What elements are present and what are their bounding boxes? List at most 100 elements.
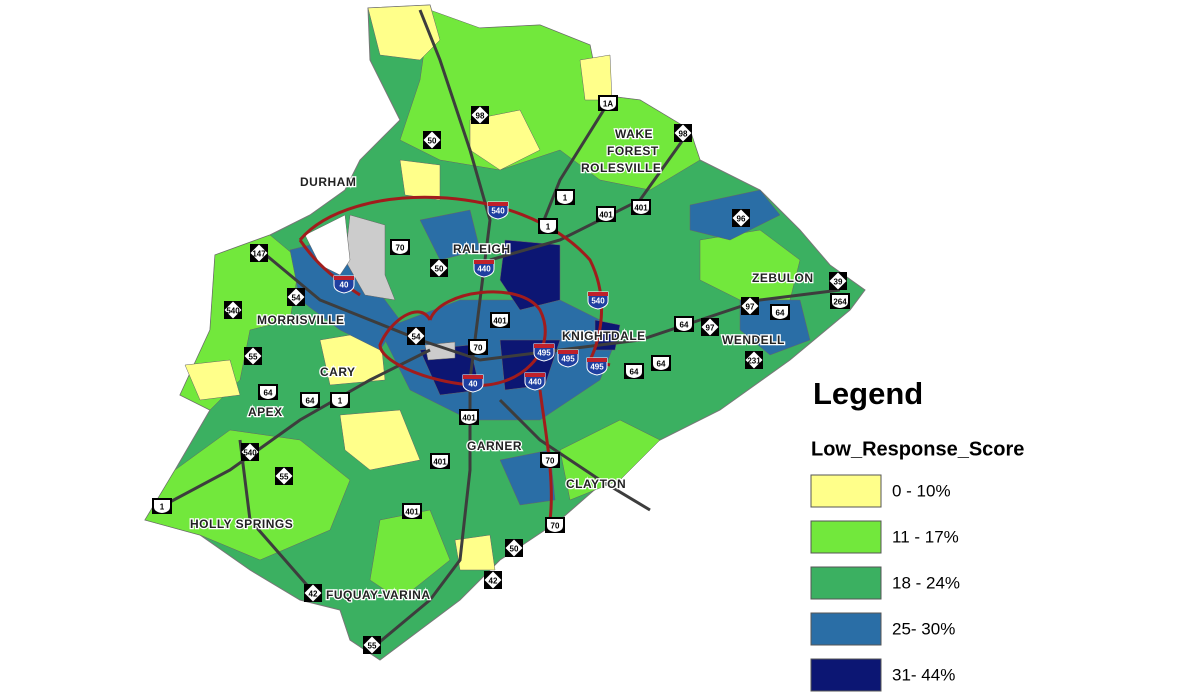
- route-shield: 70: [540, 452, 560, 468]
- shield-label: 54: [292, 294, 301, 303]
- legend: Legend Low_Response_Score 0 - 10% 11 - 17…: [810, 376, 1024, 692]
- shield-interstate-top: [463, 375, 483, 379]
- shield-label: 1: [338, 397, 343, 406]
- shield-label: 540: [243, 449, 257, 458]
- route-shield: 64: [624, 363, 644, 379]
- legend-swatch: [810, 566, 882, 600]
- shield-us-inner: [772, 306, 788, 319]
- shield-label: 70: [551, 522, 560, 531]
- route-shield: 1: [555, 189, 575, 205]
- tracts: [144, 4, 811, 601]
- route-shield: 495: [533, 343, 555, 362]
- route-shield: 55: [275, 467, 293, 485]
- shield-nc-inner: [829, 272, 847, 290]
- shield-nc-inner: [224, 301, 242, 319]
- shield-interstate: [524, 372, 546, 391]
- route-shield: 495: [586, 357, 608, 376]
- shield-label: 1: [546, 223, 551, 232]
- shield-label: 97: [746, 303, 755, 312]
- legend-field: Low_Response_Score: [811, 438, 1024, 460]
- shield-us-inner: [676, 318, 692, 331]
- shield-interstate-top: [474, 260, 494, 264]
- route-shield: 64: [300, 392, 320, 408]
- shield-us-inner: [404, 505, 420, 518]
- route-shield: 401: [459, 409, 479, 425]
- place-label: DURHAM: [300, 175, 356, 189]
- shield-us-inner: [260, 386, 276, 399]
- county: [144, 4, 866, 661]
- shield-label: 70: [474, 344, 483, 353]
- route-shield: 50: [430, 259, 448, 277]
- route-shield: 64: [651, 355, 671, 371]
- shield-nc-inner: [407, 327, 425, 345]
- shield-nc-inner: [484, 571, 502, 589]
- route-shield: 540: [587, 291, 609, 310]
- shield-label: 440: [477, 265, 491, 274]
- route-shield: 42: [304, 584, 322, 602]
- route-shield: 97: [701, 318, 719, 336]
- route-shield: 1A: [598, 95, 618, 111]
- route-shield: 540: [224, 301, 242, 319]
- shield-nc-inner: [304, 584, 322, 602]
- shield-us-inner: [461, 411, 477, 424]
- shield-us-inner: [557, 191, 573, 204]
- shield-interstate: [462, 374, 484, 393]
- legend-swatch: [810, 658, 882, 692]
- route-shield: 401: [402, 503, 422, 519]
- shield-label: 401: [462, 414, 476, 423]
- route-shield: 64: [258, 384, 278, 400]
- shield-interstate: [333, 275, 355, 294]
- shield-nc-inner: [275, 467, 293, 485]
- shield-us-inner: [598, 208, 614, 221]
- route-shield: 70: [390, 239, 410, 255]
- shield-us-inner: [470, 341, 486, 354]
- shield-label: 401: [433, 458, 447, 467]
- route-shield: 401: [631, 199, 651, 215]
- shield-us-inner: [633, 201, 649, 214]
- route-shield: 70: [545, 517, 565, 533]
- route-shield: 540: [487, 201, 509, 220]
- shield-label: 264: [833, 298, 847, 307]
- legend-label: 18 - 24%: [892, 573, 960, 592]
- route-shield: 1: [152, 498, 172, 514]
- shield-label: 64: [657, 360, 666, 369]
- shield-nc-inner: [701, 318, 719, 336]
- shield-label: 495: [561, 355, 575, 364]
- route-shield: 401: [430, 453, 450, 469]
- shield-interstate-top: [588, 292, 608, 296]
- shield-us-inner: [432, 455, 448, 468]
- route-shield: 98: [674, 124, 692, 142]
- place-label: MORRISVILLE: [257, 313, 345, 327]
- shield-us-inner: [547, 519, 563, 532]
- legend-label: 31- 44%: [892, 665, 955, 684]
- route-shields: 981A509814014015401967014750404405403926…: [152, 95, 850, 654]
- shield-nc-inner: [732, 209, 750, 227]
- route-shield: 42: [484, 571, 502, 589]
- shield-us-inner: [332, 394, 348, 407]
- place-label: RALEIGH: [453, 242, 511, 256]
- route-shield: 97: [741, 297, 759, 315]
- route-shield: 264: [830, 293, 850, 309]
- shield-nc-inner: [250, 244, 268, 262]
- shield-label: 42: [489, 577, 498, 586]
- shield-nc-inner: [430, 259, 448, 277]
- route-shield: 96: [732, 209, 750, 227]
- legend-swatch: [810, 474, 882, 508]
- route-shield: 540: [241, 443, 259, 461]
- legend-swatch: [810, 612, 882, 646]
- shield-label: 55: [368, 642, 377, 651]
- shield-label: 540: [591, 297, 605, 306]
- route-shield: 1: [538, 218, 558, 234]
- route-shield: 64: [770, 304, 790, 320]
- route-shield: 231: [745, 351, 763, 369]
- shield-label: 1: [563, 194, 568, 203]
- shield-us-inner: [653, 357, 669, 370]
- shield-label: 96: [737, 215, 746, 224]
- shield-label: 64: [776, 309, 785, 318]
- route-shield: 1: [330, 392, 350, 408]
- place-label: KNIGHTDALE: [562, 329, 646, 343]
- legend-label: 25- 30%: [892, 619, 955, 638]
- shield-label: 1: [160, 503, 165, 512]
- shield-interstate-top: [334, 276, 354, 280]
